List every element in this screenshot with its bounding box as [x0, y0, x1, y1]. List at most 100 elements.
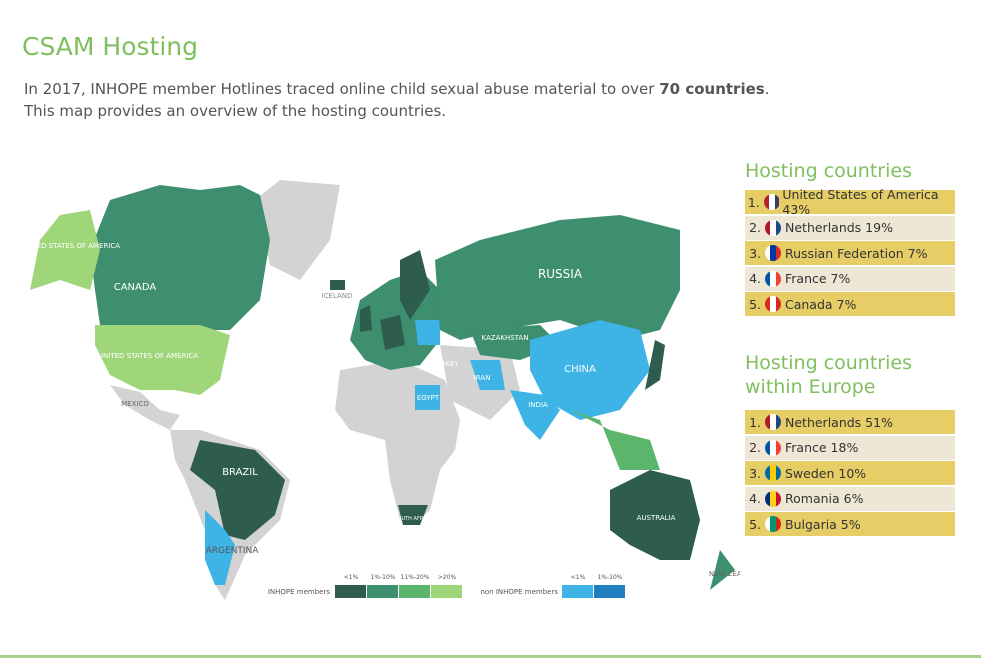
flag [765, 490, 781, 507]
ranking-row: 4. Romania 6% [745, 486, 955, 511]
flag-stripe [768, 194, 775, 210]
russia [435, 215, 680, 340]
flag-stripe [770, 439, 776, 456]
map-label: EGYPT [417, 394, 440, 402]
ranking-row: 3. Russian Federation 7% [745, 241, 955, 265]
ranking-label: Sweden 10% [785, 465, 867, 481]
map-label: CHINA [564, 364, 596, 375]
india [510, 390, 560, 440]
section-title: within Europe [745, 376, 876, 398]
map-labels: CANADA UNITED STATES OF AMERICA UNITED S… [20, 242, 740, 578]
legend-swatch [399, 585, 430, 598]
flag-stripe [765, 219, 770, 236]
ranking-label: Netherlands 51% [785, 414, 893, 430]
flag [765, 219, 781, 236]
flag-stripe [765, 270, 770, 287]
land [30, 180, 735, 600]
ranking-row: 5. Canada 7% [745, 292, 955, 316]
subtitle-bold: 70 countries [659, 80, 765, 98]
flag-stripe [776, 465, 781, 481]
ranking-label: France 18% [785, 440, 859, 455]
flag-stripe [770, 414, 776, 430]
title: CSAM Hosting [22, 32, 198, 61]
ranking-label: Canada 7% [785, 296, 857, 312]
flag-stripe [770, 270, 776, 287]
canada [90, 185, 270, 330]
australia [610, 470, 700, 560]
map-label: KAZAKHSTAN [482, 334, 529, 342]
south-africa [398, 505, 428, 525]
scandinavia [400, 250, 430, 320]
flag [765, 414, 781, 430]
flag [765, 245, 781, 261]
greenland [255, 180, 340, 280]
subtitle: In 2017, INHOPE member Hotlines traced o… [24, 80, 769, 98]
flag-stripe [776, 296, 781, 312]
iran [470, 360, 505, 390]
legend-swatch [431, 585, 462, 598]
flag-stripe [765, 490, 770, 507]
map-label: INDIA [528, 401, 548, 409]
rank: 1. [747, 194, 760, 210]
rank: 2. [749, 440, 761, 455]
africa [335, 360, 460, 525]
flag-stripe [776, 219, 781, 236]
ranking-label: Romania 6% [785, 491, 864, 506]
ranking-row: 2. Netherlands 19% [745, 215, 955, 240]
legend-swatch [367, 585, 398, 598]
legend: INHOPE members non INHOPE members <1% 1%-… [268, 574, 625, 598]
iceland [330, 280, 345, 290]
flag-stripe [763, 194, 769, 210]
flag [765, 516, 781, 532]
flag-stripe [776, 414, 781, 430]
footer-line [0, 655, 981, 658]
usa [95, 325, 230, 395]
mexico [110, 385, 180, 430]
map-label: ARGENTINA [206, 546, 260, 556]
legend-label: 11%-20% [401, 574, 430, 581]
alaska [30, 210, 100, 290]
flag-stripe [776, 516, 781, 532]
legend-label: <1% [571, 574, 586, 581]
map-label: TURKEY [430, 360, 459, 368]
subtitle-text: . [764, 80, 770, 98]
legend-swatch [335, 585, 366, 598]
brazil [190, 440, 285, 540]
flag-stripe [770, 465, 776, 481]
ranking-row: 4. France 7% [745, 266, 955, 291]
legend-title: INHOPE members [268, 588, 331, 596]
ranking-row: 5. Bulgaria 5% [745, 512, 955, 536]
rank: 5. [749, 296, 761, 312]
legend-label: 1%-10% [597, 574, 622, 581]
flag-stripe [765, 245, 770, 261]
rank: 1. [749, 414, 761, 430]
ranking-label: United States of America 43% [782, 187, 939, 217]
legend-label: 1%-10% [370, 574, 395, 581]
flag-stripe [776, 270, 781, 287]
flag-stripe [770, 516, 776, 532]
map-label: MEXICO [121, 400, 149, 408]
flag-stripe [765, 296, 770, 312]
argentina [205, 510, 235, 585]
ranking-label: Netherlands 19% [785, 220, 893, 235]
flag [765, 296, 781, 312]
japan [645, 340, 665, 390]
rank: 3. [749, 465, 761, 481]
ranking-row: 1. Netherlands 51% [745, 410, 955, 434]
map-label: BRAZIL [222, 467, 258, 478]
china [530, 320, 650, 420]
rank: 3. [749, 245, 761, 261]
flag [765, 270, 781, 287]
flag [765, 439, 781, 456]
flag-stripe [776, 439, 781, 456]
legend-label: >20% [438, 574, 457, 581]
europe-dark [380, 315, 405, 350]
flag [765, 465, 781, 481]
flag-stripe [770, 245, 776, 261]
egypt [415, 385, 440, 410]
rank: 5. [749, 516, 761, 532]
flag [763, 194, 780, 210]
subtitle: This map provides an overview of the hos… [24, 102, 447, 120]
flag-stripe [765, 516, 770, 532]
